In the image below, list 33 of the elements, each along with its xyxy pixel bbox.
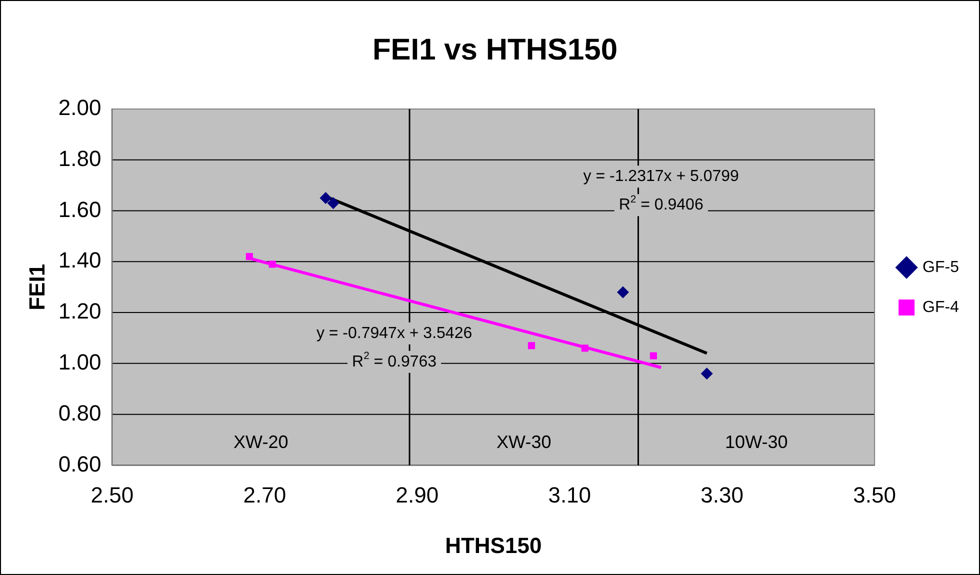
y-axis-title: FEI1 <box>24 264 50 310</box>
point <box>246 253 253 260</box>
annotation: y = -1.2317x + 5.0799 <box>583 168 740 186</box>
x-tick-label: 3.30 <box>700 482 744 508</box>
legend-label: GF-5 <box>922 258 960 276</box>
x-axis-title: HTHS150 <box>445 532 542 558</box>
y-tick-label: 1.60 <box>58 196 102 222</box>
annotation: 10W-30 <box>725 432 788 452</box>
point <box>700 368 713 380</box>
annotation: XW-20 <box>234 432 288 452</box>
y-tick-label: 0.60 <box>58 451 102 476</box>
x-tick-label: 2.70 <box>243 482 286 508</box>
legend-label: GF-4 <box>922 298 960 316</box>
point <box>581 344 588 352</box>
y-tick-label: 1.80 <box>58 146 102 171</box>
y-tick-label: 1.00 <box>58 349 102 374</box>
point <box>616 286 629 298</box>
x-tick-label: 3.50 <box>853 482 896 508</box>
chart-title: FEI1 vs HTHS150 <box>372 33 618 66</box>
y-tick-label: 2.00 <box>58 95 102 120</box>
point <box>650 352 658 360</box>
point <box>320 192 332 204</box>
x-tick-label: 2.90 <box>396 482 439 508</box>
annotation: y = -0.7947x + 3.5426 <box>316 324 472 342</box>
x-tick-label: 3.10 <box>548 482 592 508</box>
x-tick-label: 2.50 <box>90 482 134 508</box>
y-tick-label: 1.40 <box>58 248 102 273</box>
y-tick-label: 0.80 <box>58 400 102 426</box>
point <box>327 197 340 210</box>
point <box>528 342 536 350</box>
y-tick-label: 1.20 <box>58 298 102 324</box>
annotation: XW-30 <box>496 432 552 452</box>
point <box>268 260 276 268</box>
